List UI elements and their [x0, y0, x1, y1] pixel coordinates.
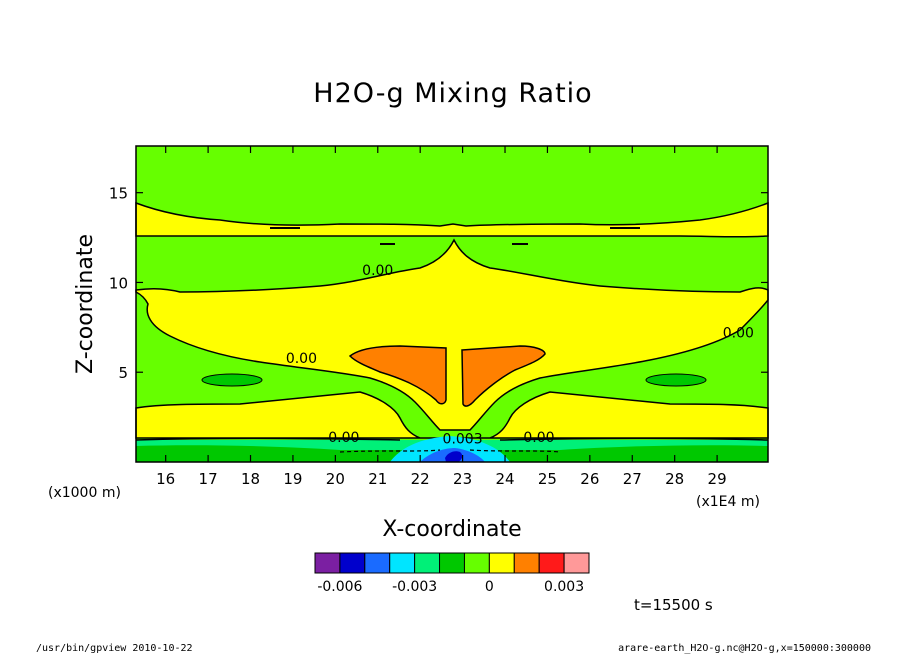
colorbar-tick-label: -0.003 — [392, 579, 437, 595]
x-unit-label: (x1E4 m) — [696, 494, 760, 510]
x-tick-label: 23 — [453, 470, 472, 488]
y-axis: 5 10 15 — [109, 185, 768, 382]
contour-label: 0.00 — [286, 351, 317, 367]
x-tick-label: 25 — [538, 470, 557, 488]
x-axis-title: X-coordinate — [382, 517, 521, 542]
x-tick-label: 19 — [283, 470, 302, 488]
footer-left: /usr/bin/gpview 2010-10-22 — [36, 643, 193, 654]
field-region-orange-right — [461, 345, 546, 407]
colorbar-swatch — [364, 552, 391, 574]
x-tick-label: 17 — [199, 470, 218, 488]
colorbar-swatch — [563, 552, 590, 574]
field-region-main-cloud — [135, 238, 769, 431]
x-tick-label: 24 — [495, 470, 514, 488]
colorbar-swatch — [538, 552, 565, 574]
colorbar-swatch — [314, 552, 341, 574]
field-region-orange-left — [348, 345, 447, 405]
x-tick-label: 26 — [580, 470, 599, 488]
footer-right: arare-earth_H2O-g.nc@H2O-g,x=150000:3000… — [618, 643, 871, 654]
colorbar-swatch — [513, 552, 540, 574]
contour-line-lower — [135, 437, 769, 441]
plot-frame — [135, 145, 769, 463]
chart-title: H2O-g Mixing Ratio — [313, 78, 592, 109]
colorbar-swatch — [389, 552, 416, 574]
colorbar: -0.006 -0.003 0 0.003 — [314, 552, 590, 595]
field-region-navy-core — [445, 451, 463, 462]
colorbar-swatch — [414, 552, 441, 574]
x-axis: 16 17 18 19 20 21 22 23 24 25 26 27 28 29 — [156, 146, 727, 488]
y-unit-label: (x1000 m) — [48, 485, 121, 501]
x-tick-label: 20 — [326, 470, 345, 488]
x-tick-label: 27 — [623, 470, 642, 488]
contour-label: 0.00 — [328, 430, 359, 446]
contour-line-dashed — [339, 449, 561, 453]
y-tick-label: 10 — [109, 274, 128, 292]
contour-label: 0.003 — [443, 432, 483, 448]
plot-area — [135, 145, 769, 463]
field-region-blob-right — [645, 373, 707, 387]
colorbar-tick-label: 0 — [485, 579, 494, 595]
contour-labels: 0.00 0.00 0.00 0.00 0.003 0.00 — [286, 263, 754, 448]
colorbar-swatch — [339, 552, 366, 574]
contour-label: 0.00 — [723, 326, 754, 342]
y-tick-label: 15 — [109, 185, 128, 203]
colorbar-swatch — [488, 552, 515, 574]
colorbar-swatch — [439, 552, 465, 574]
y-tick-label: 5 — [118, 364, 128, 382]
field-region-blob-left — [201, 373, 263, 387]
x-tick-label: 28 — [665, 470, 684, 488]
x-tick-label: 29 — [708, 470, 727, 488]
y-axis-title: Z-coordinate — [73, 234, 98, 374]
contour-label: 0.00 — [523, 430, 554, 446]
field-region-lower-band — [135, 391, 769, 439]
x-tick-label: 16 — [156, 470, 175, 488]
x-tick-label: 21 — [368, 470, 387, 488]
x-tick-label: 22 — [411, 470, 430, 488]
contour-line-upper — [270, 227, 640, 245]
colorbar-tick-label: 0.003 — [544, 579, 584, 595]
contour-label: 0.00 — [362, 263, 393, 279]
time-label: t=15500 s — [634, 596, 713, 614]
x-tick-label: 18 — [241, 470, 260, 488]
colorbar-tick-label: -0.006 — [317, 579, 362, 595]
colorbar-swatch — [463, 552, 490, 574]
